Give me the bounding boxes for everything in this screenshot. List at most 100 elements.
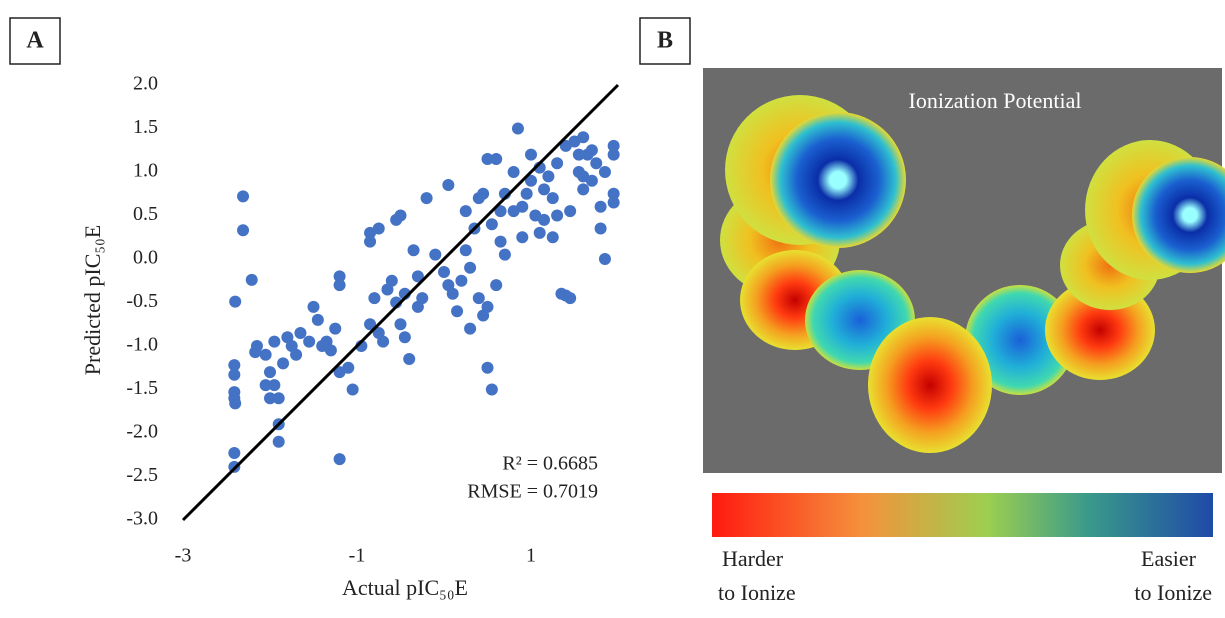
panel-label: A [26, 28, 44, 54]
x-tick-label: -1 [349, 545, 366, 567]
point [245, 273, 258, 286]
x-tick-label: 1 [526, 545, 536, 567]
surface [1132, 157, 1225, 273]
point [411, 270, 424, 283]
colorbar-label: Easier [1141, 546, 1197, 571]
point [507, 166, 520, 178]
surface [868, 317, 992, 453]
point [416, 292, 429, 305]
point [394, 318, 407, 331]
point [533, 226, 546, 239]
point [472, 292, 485, 305]
point [464, 322, 477, 335]
point [228, 368, 241, 381]
point [464, 261, 477, 274]
point [438, 266, 450, 279]
colorbar [712, 493, 1213, 537]
y-tick-label: -0.5 [126, 290, 158, 312]
point [272, 435, 285, 448]
point [333, 270, 346, 283]
point [420, 192, 433, 205]
y-tick-label: -1.0 [126, 334, 158, 356]
point [333, 279, 346, 292]
point [607, 187, 620, 200]
point [228, 447, 241, 460]
point [250, 340, 263, 352]
y-tick-label: 1.0 [133, 160, 158, 182]
point [459, 244, 472, 257]
point [564, 205, 577, 218]
point [520, 187, 533, 200]
y-tick-label: -3.0 [126, 508, 158, 530]
point [607, 148, 620, 161]
point [407, 244, 420, 257]
point [594, 222, 607, 235]
point [264, 392, 276, 405]
point [377, 335, 390, 348]
point [511, 122, 524, 135]
point [516, 200, 529, 213]
colorbar-label: to Ionize [718, 580, 796, 605]
point [451, 305, 464, 318]
point [398, 331, 411, 344]
point [268, 379, 281, 392]
point [229, 295, 242, 308]
point [459, 205, 472, 218]
point [564, 292, 577, 305]
point [385, 274, 398, 287]
colorbar-label: Harder [722, 546, 784, 571]
point [264, 366, 276, 379]
y-tick-label: 1.5 [133, 116, 158, 138]
point [268, 335, 281, 348]
point [229, 397, 242, 410]
y-axis-title: Predicted pIC₅₀E [80, 225, 105, 375]
point [364, 318, 377, 331]
point [303, 335, 316, 348]
panel-box [9, 17, 61, 65]
point [290, 348, 303, 361]
molecule-panel: Ionization Potential [703, 68, 1225, 473]
point [598, 253, 611, 265]
point [542, 170, 555, 183]
point [490, 279, 503, 292]
point [577, 170, 590, 183]
point [364, 235, 377, 248]
y-tick-label: -1.5 [126, 377, 158, 399]
point [311, 313, 324, 326]
annotation: R² = 0.6685 [502, 453, 598, 475]
point [324, 344, 337, 357]
point [577, 131, 590, 144]
point [237, 190, 250, 203]
point [585, 144, 598, 157]
point [259, 348, 272, 361]
point [607, 139, 620, 152]
point [307, 300, 320, 313]
point [228, 359, 241, 372]
point [333, 453, 346, 466]
point [494, 235, 507, 248]
point [481, 152, 494, 165]
point [277, 357, 290, 370]
y-tick-label: -2.0 [126, 421, 158, 443]
point [551, 209, 564, 222]
point [429, 248, 442, 261]
point [442, 179, 455, 192]
point [259, 379, 272, 392]
point [551, 157, 564, 170]
surface [770, 112, 906, 248]
point [525, 148, 537, 161]
colorbar-label: to Ionize [1134, 580, 1212, 605]
y-tick-label: 0.5 [133, 203, 158, 225]
point [498, 248, 511, 261]
point [485, 383, 498, 396]
point [490, 152, 503, 165]
point [329, 322, 342, 335]
point [446, 287, 459, 300]
point [525, 174, 537, 187]
point [516, 231, 529, 244]
annotation: RMSE = 0.7019 [467, 481, 598, 503]
point [481, 361, 494, 374]
point [594, 200, 607, 213]
point [598, 166, 611, 178]
